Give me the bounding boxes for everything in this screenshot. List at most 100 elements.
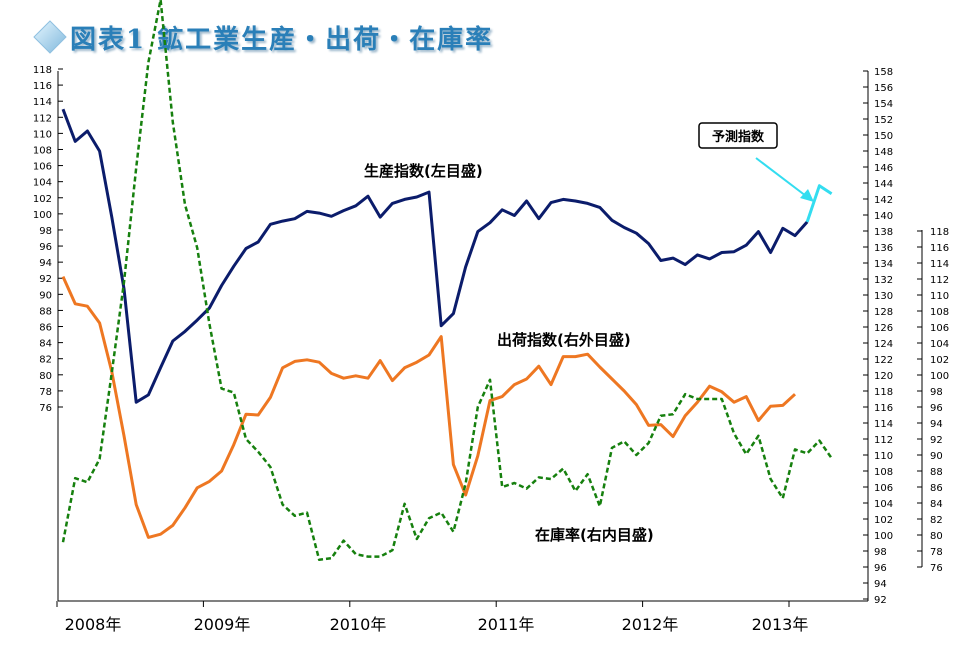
series-lines <box>61 0 833 562</box>
right-outer-tick-label: 156 <box>874 83 893 94</box>
right-outer-tick-label: 158 <box>874 67 893 78</box>
right-inner-tick-label: 98 <box>930 387 943 398</box>
right-inner-tick-label: 100 <box>930 371 949 382</box>
chart-title: 図表1 鉱工業生産・出荷・在庫率 <box>70 24 494 55</box>
right-outer-tick-label: 120 <box>874 371 893 382</box>
left-tick-label: 84 <box>39 339 52 350</box>
left-tick-label: 90 <box>39 290 52 301</box>
forecast-callout-box <box>698 122 778 149</box>
right-inner-tick-label: 114 <box>930 259 949 270</box>
left-tick-label: 76 <box>39 403 52 414</box>
right-outer-tick-label: 124 <box>874 339 893 350</box>
left-tick-label: 106 <box>33 162 52 173</box>
x-tick-label: 2008年 <box>65 615 122 634</box>
right-inner-tick-label: 108 <box>930 307 949 318</box>
left-tick-label: 88 <box>39 306 52 317</box>
shipment-index-line <box>61 275 797 539</box>
right-outer-tick-label: 106 <box>874 483 893 494</box>
x-tick-label: 2013年 <box>752 615 809 634</box>
right-outer-tick-label: 100 <box>874 531 893 542</box>
left-tick-label: 102 <box>33 194 52 205</box>
left-tick-label: 78 <box>39 387 52 398</box>
left-tick-label: 100 <box>33 210 52 221</box>
right-outer-tick-label: 136 <box>874 243 893 254</box>
right-outer-tick-label: 102 <box>874 515 893 526</box>
x-tick-label: 2011年 <box>478 615 535 634</box>
x-tick-label: 2009年 <box>194 615 251 634</box>
right-inner-tick-label: 90 <box>930 451 943 462</box>
right-outer-tick-label: 116 <box>874 403 893 414</box>
right-outer-tick-label: 112 <box>874 435 893 446</box>
right-outer-tick-label: 134 <box>874 259 893 270</box>
left-tick-label: 114 <box>33 97 52 108</box>
right-outer-tick-label: 130 <box>874 291 893 302</box>
right-outer-tick-label: 132 <box>874 275 893 286</box>
right-outer-tick-label: 138 <box>874 227 893 238</box>
tick-labels: 76 78 80 82 84 86 88 90 92 94 96 98 100 102 104 106 108 1… <box>33 65 949 634</box>
inventory-ratio-line <box>61 0 833 562</box>
right-outer-tick-label: 98 <box>874 547 887 558</box>
production-annotation: 生産指数(左目盛) <box>364 162 483 180</box>
right-inner-tick-label: 112 <box>930 275 949 286</box>
forecast-callout-label: 予測指数 <box>712 129 765 145</box>
right-outer-tick-label: 150 <box>874 131 893 142</box>
right-inner-tick-label: 82 <box>930 515 943 526</box>
right-outer-tick-label: 126 <box>874 323 893 334</box>
axes <box>56 68 923 607</box>
right-inner-tick-label: 86 <box>930 483 943 494</box>
right-inner-tick-label: 76 <box>930 563 943 574</box>
right-outer-tick-label: 104 <box>874 499 893 510</box>
left-tick-label: 108 <box>33 145 52 156</box>
right-outer-tick-label: 92 <box>874 595 887 606</box>
right-outer-tick-label: 122 <box>874 355 893 366</box>
right-outer-tick-label: 146 <box>874 163 893 174</box>
right-inner-tick-label: 104 <box>930 339 949 350</box>
right-outer-tick-label: 110 <box>874 451 893 462</box>
right-inner-tick-label: 106 <box>930 323 949 334</box>
left-tick-label: 112 <box>33 113 52 124</box>
right-outer-tick-label: 148 <box>874 147 893 158</box>
right-outer-tick-label: 128 <box>874 307 893 318</box>
x-tick-label: 2012年 <box>622 615 679 634</box>
chart-title-block: 図表1 鉱工業生産・出荷・在庫率 <box>30 14 493 60</box>
right-outer-tick-label: 108 <box>874 467 893 478</box>
right-outer-tick-label: 94 <box>874 579 887 590</box>
right-inner-tick-label: 102 <box>930 355 949 366</box>
right-inner-tick-label: 96 <box>930 403 943 414</box>
left-tick-label: 110 <box>33 129 52 140</box>
right-inner-tick-label: 118 <box>930 227 949 238</box>
right-outer-tick-label: 142 <box>874 195 893 206</box>
x-tick-label: 2010年 <box>330 615 387 634</box>
forecast-arrow-line <box>755 157 807 197</box>
right-outer-tick-label: 114 <box>874 419 893 430</box>
left-tick-label: 94 <box>39 258 52 269</box>
forecast-arrow-head <box>800 189 814 202</box>
left-tick-label: 118 <box>33 65 52 76</box>
right-outer-tick-label: 152 <box>874 115 893 126</box>
left-tick-label: 96 <box>39 242 52 253</box>
right-inner-tick-label: 88 <box>930 467 943 478</box>
left-tick-label: 98 <box>39 226 52 237</box>
right-outer-tick-label: 118 <box>874 387 893 398</box>
annotations: 生産指数(左目盛) 出荷指数(右外目盛) 在庫率(右内目盛) 予測指数 <box>364 122 814 544</box>
left-tick-label: 86 <box>39 323 52 334</box>
left-tick-label: 116 <box>33 81 52 92</box>
shipment-annotation: 出荷指数(右外目盛) <box>497 331 631 349</box>
right-outer-tick-label: 154 <box>874 99 893 110</box>
forecast-index-line <box>805 184 833 223</box>
right-inner-tick-label: 78 <box>930 547 943 558</box>
left-tick-label: 104 <box>33 178 52 189</box>
right-outer-tick-label: 140 <box>874 211 893 222</box>
right-inner-tick-label: 84 <box>930 499 943 510</box>
right-outer-tick-label: 144 <box>874 179 893 190</box>
right-inner-tick-label: 92 <box>930 435 943 446</box>
right-inner-tick-label: 94 <box>930 419 943 430</box>
diamond-bullet-icon <box>33 20 67 54</box>
right-inner-tick-label: 80 <box>930 531 943 542</box>
left-tick-label: 92 <box>39 274 52 285</box>
right-inner-tick-label: 116 <box>930 243 949 254</box>
left-tick-label: 82 <box>39 355 52 366</box>
inventory-annotation: 在庫率(右内目盛) <box>535 526 654 544</box>
right-inner-tick-label: 110 <box>930 291 949 302</box>
